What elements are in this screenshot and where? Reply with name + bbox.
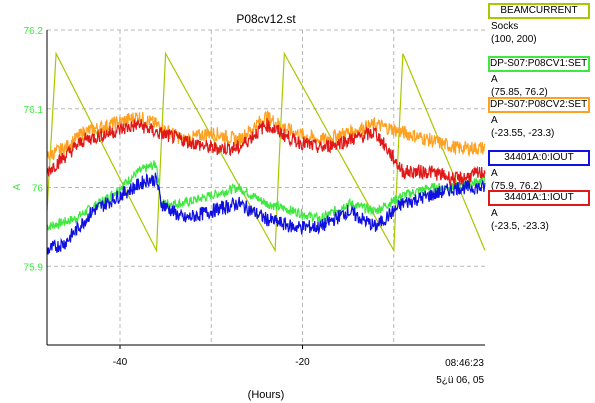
y-tick-label: 76	[32, 184, 44, 195]
x-tick-label: -40	[113, 357, 128, 368]
iout0-line	[46, 172, 486, 255]
legend-cv1-seti-unit: A	[491, 74, 498, 85]
legend-cv2-seti-label[interactable]: DP-S07:P08CV2:SETI	[488, 97, 590, 113]
legend-iout1-range: (-23.5, -23.3)	[491, 221, 549, 232]
cv1-seti-line	[46, 160, 486, 231]
chart-title: P08cv12.st	[236, 12, 296, 26]
legend-beamcurrent-label[interactable]: BEAMCURRENT	[488, 3, 590, 19]
legend-iout0-label[interactable]: 34401A:0:IOUT	[488, 150, 590, 166]
y-tick-label: 76.2	[24, 26, 44, 37]
legend-cv1-seti-range: (75.85, 76.2)	[491, 87, 548, 98]
iout1-line	[46, 118, 486, 187]
x-end-time-label: 08:46:23	[445, 358, 484, 369]
x-end-date-label: 5¿ü 06, 05	[436, 375, 484, 386]
grid	[47, 29, 485, 345]
cv2-seti-line	[46, 110, 486, 161]
y-axis-label: A	[12, 183, 23, 190]
legend-cv2-seti-range: (-23.55, -23.3)	[491, 128, 555, 139]
legend-iout0-range: (75.9, 76.2)	[491, 181, 543, 192]
x-tick-label: -20	[295, 357, 310, 368]
legend-beamcurrent-unit: Socks	[491, 21, 519, 32]
legend-cv1-seti-label[interactable]: DP-S07:P08CV1:SETI	[488, 56, 590, 72]
legend-iout1-unit: A	[491, 208, 498, 219]
ticks: 75.9 76 76.1 76.2 -40 -20	[24, 26, 311, 368]
legend-iout1-label[interactable]: 34401A:1:IOUT	[488, 190, 590, 206]
x-axis-label: (Hours)	[248, 389, 285, 401]
legend-cv2-seti-unit: A	[491, 115, 498, 126]
y-tick-label: 76.1	[24, 105, 44, 116]
legend-iout0-unit: A	[491, 168, 498, 179]
series-layer	[46, 51, 486, 255]
y-tick-label: 75.9	[24, 262, 44, 273]
legend-beamcurrent-range: (100, 200)	[491, 34, 537, 45]
